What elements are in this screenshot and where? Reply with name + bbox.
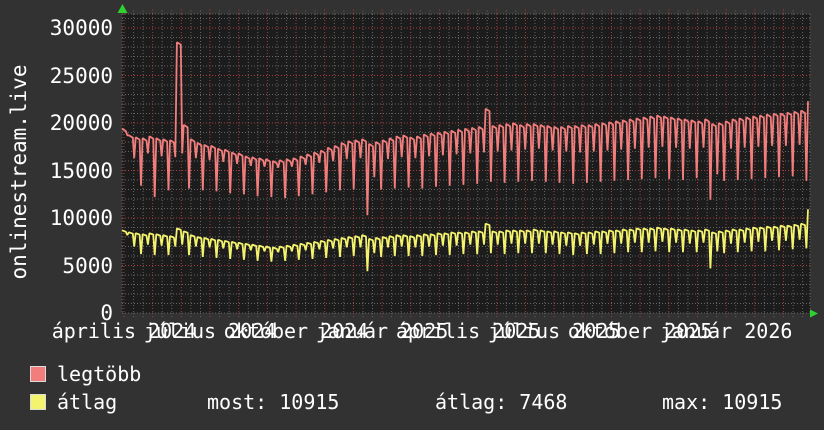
plot-background bbox=[122, 14, 810, 313]
x-tick-label: október 2025 bbox=[567, 319, 713, 343]
y-tick-label: 20000 bbox=[49, 111, 113, 135]
series-legtobb-line bbox=[121, 41, 809, 216]
x-tick-label: január 2025 bbox=[315, 319, 449, 343]
x-tick-label: július 2024 bbox=[143, 319, 277, 343]
y-tick-label: 25000 bbox=[49, 63, 113, 88]
x-tick-label: április 2024 bbox=[51, 319, 197, 343]
legend-swatch-atlag bbox=[30, 394, 46, 410]
x-tick-label: január 2026 bbox=[659, 319, 793, 343]
x-axis-arrow-icon bbox=[810, 309, 818, 318]
series-atlag-line bbox=[121, 209, 809, 272]
legend-stat-max: max: 10915 bbox=[662, 390, 783, 414]
grid-minor bbox=[121, 10, 811, 317]
legend-label-atlag: átlag bbox=[57, 390, 118, 414]
legend-stat-most: most: 10915 bbox=[207, 390, 340, 414]
x-tick-label: április 2025 bbox=[395, 319, 541, 343]
x-tick-label: október 2024 bbox=[223, 319, 369, 343]
grid-major bbox=[122, 9, 810, 319]
y-tick-label: 0 bbox=[100, 301, 113, 325]
y-tick-label: 10000 bbox=[49, 206, 113, 230]
y-tick-label: 30000 bbox=[49, 16, 113, 40]
y-tick-label: 5000 bbox=[62, 253, 113, 278]
x-tick-label: július 2025 bbox=[487, 319, 621, 343]
legend-swatch-legtobb bbox=[30, 366, 46, 382]
y-axis-arrow-icon bbox=[117, 4, 128, 13]
legend-stat-atlag: átlag: 7468 bbox=[435, 390, 568, 414]
y-tick-label: 15000 bbox=[49, 158, 113, 183]
legend-label-legtobb: legtöbb bbox=[57, 362, 142, 386]
